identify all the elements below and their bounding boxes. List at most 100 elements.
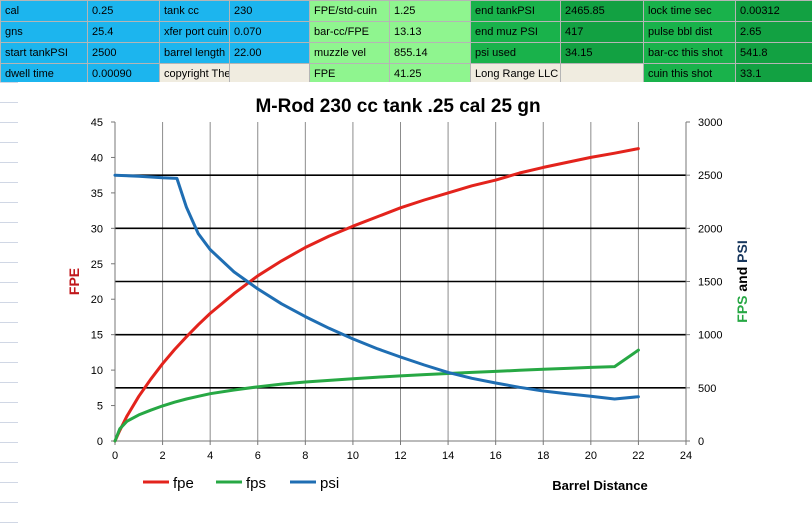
sheet-row-line <box>0 242 18 243</box>
param-value: 541.8 <box>735 42 812 64</box>
left-y-tick-label: 40 <box>91 152 103 164</box>
sheet-row-line <box>0 202 18 203</box>
param-value: 855.14 <box>389 42 471 64</box>
sheet-row-line <box>0 182 18 183</box>
left-y-tick-label: 15 <box>91 330 103 342</box>
param-value: 417 <box>560 21 644 43</box>
sheet-row-line <box>0 302 18 303</box>
param-label: start tankPSI <box>0 42 88 64</box>
x-tick-label: 18 <box>537 450 549 462</box>
right-axis-label-part: PSI <box>734 240 750 263</box>
sheet-row-line <box>0 122 18 123</box>
sheet-row-line <box>0 162 18 163</box>
series-line-psi <box>113 173 640 401</box>
x-tick-label: 14 <box>442 450 454 462</box>
x-tick-label: 2 <box>160 450 166 462</box>
sheet-row-line <box>0 462 18 463</box>
sheet-row-line <box>0 342 18 343</box>
param-label: tank cc <box>159 0 230 22</box>
left-y-tick-label: 25 <box>91 259 103 271</box>
sheet-row-line <box>0 522 18 523</box>
left-y-tick-label: 45 <box>91 117 103 129</box>
param-value: 1.25 <box>389 0 471 22</box>
left-axis-label: FPE <box>66 268 82 295</box>
sheet-row-line <box>0 142 18 143</box>
param-label: xfer port cuin <box>159 21 230 43</box>
right-y-tick-label: 500 <box>698 383 716 395</box>
param-label: bar-cc/FPE <box>309 21 390 43</box>
right-axis-label-part: and <box>734 263 750 296</box>
param-value: 2500 <box>87 42 160 64</box>
param-label: gns <box>0 21 88 43</box>
chart-area <box>18 82 812 532</box>
right-y-tick-labels: 0 500 1000 1500 2000 2500 3000 <box>686 117 722 448</box>
series-line-fps <box>113 348 640 443</box>
param-label: pulse bbl dist <box>643 21 736 43</box>
legend-label-psi: psi <box>320 475 339 492</box>
x-axis-label: Barrel Distance <box>552 478 647 493</box>
sheet-row-line <box>0 282 18 283</box>
right-axis-label-part: FPS <box>734 296 750 323</box>
param-label: end tankPSI <box>470 0 561 22</box>
left-y-tick-labels: 0 5 10 15 20 25 30 35 40 45 <box>91 117 115 448</box>
param-label: FPE/std-cuin <box>309 0 390 22</box>
horizontal-gridlines <box>115 174 686 389</box>
param-value: 34.15 <box>560 42 644 64</box>
param-label: cal <box>0 0 88 22</box>
right-y-tick-label: 2000 <box>698 223 722 235</box>
x-tick-label: 6 <box>255 450 261 462</box>
right-y-tick-label: 1500 <box>698 277 722 289</box>
right-y-tick-label: 0 <box>698 436 704 448</box>
param-value: 0.00090 <box>87 63 160 85</box>
sheet-row-line <box>0 322 18 323</box>
x-tick-label: 20 <box>585 450 597 462</box>
x-tick-label: 8 <box>302 450 308 462</box>
sheet-row-line <box>0 362 18 363</box>
sheet-row-line <box>0 422 18 423</box>
sheet-row-line <box>0 402 18 403</box>
legend: fpe fps psi <box>143 475 339 492</box>
series-line-fpe <box>113 147 640 443</box>
x-tick-label: 0 <box>112 450 118 462</box>
legend-label-fpe: fpe <box>173 475 194 492</box>
x-tick-labels: 0 2 4 6 8 10 12 14 16 18 20 22 24 <box>112 441 692 462</box>
param-value: 41.25 <box>389 63 471 85</box>
param-label: muzzle vel <box>309 42 390 64</box>
param-label: bar-cc this shot <box>643 42 736 64</box>
chart: M-Rod 230 cc tank .25 cal 25 gn 0 2 4 6 8 10 1… <box>18 82 812 532</box>
param-label: lock time sec <box>643 0 736 22</box>
param-label: barrel length <box>159 42 230 64</box>
param-value: 0.25 <box>87 0 160 22</box>
param-label: copyright The Airgun Lab LLC <box>159 63 230 85</box>
param-row: gns 25.4 xfer port cuin 0.070 bar-cc/FPE 13.1… <box>0 21 812 43</box>
param-value: 22.00 <box>229 42 310 64</box>
param-label: psi used <box>470 42 561 64</box>
left-y-tick-label: 20 <box>91 294 103 306</box>
param-value: 2.65 <box>735 21 812 43</box>
x-tick-label: 10 <box>347 450 359 462</box>
param-value: 13.13 <box>389 21 471 43</box>
param-row: cal 0.25 tank cc 230 FPE/std-cuin 1.25 end tan… <box>0 0 812 22</box>
left-y-tick-label: 5 <box>97 401 103 413</box>
param-label: cuin this shot <box>643 63 736 85</box>
param-row: start tankPSI 2500 barrel length 22.00 muzzl… <box>0 42 812 64</box>
x-tick-label: 4 <box>207 450 213 462</box>
legend-label-fps: fps <box>246 475 266 492</box>
param-value: 230 <box>229 0 310 22</box>
sheet-row-line <box>0 482 18 483</box>
right-axis-label: FPS and PSI <box>734 240 750 322</box>
param-label: dwell time <box>0 63 88 85</box>
chart-title: M-Rod 230 cc tank .25 cal 25 gn <box>255 96 540 117</box>
param-value: 0.070 <box>229 21 310 43</box>
parameter-table: cal 0.25 tank cc 230 FPE/std-cuin 1.25 end tan… <box>0 0 812 85</box>
series-lines <box>113 147 640 443</box>
right-y-tick-label: 3000 <box>698 117 722 129</box>
param-value: 2465.85 <box>560 0 644 22</box>
left-y-tick-label: 35 <box>91 188 103 200</box>
sheet-row-line <box>0 82 18 83</box>
left-y-tick-label: 10 <box>91 365 103 377</box>
param-value: 0.00312 <box>735 0 812 22</box>
left-y-tick-label: 0 <box>97 436 103 448</box>
sheet-row-line <box>0 502 18 503</box>
right-y-tick-label: 1000 <box>698 330 722 342</box>
